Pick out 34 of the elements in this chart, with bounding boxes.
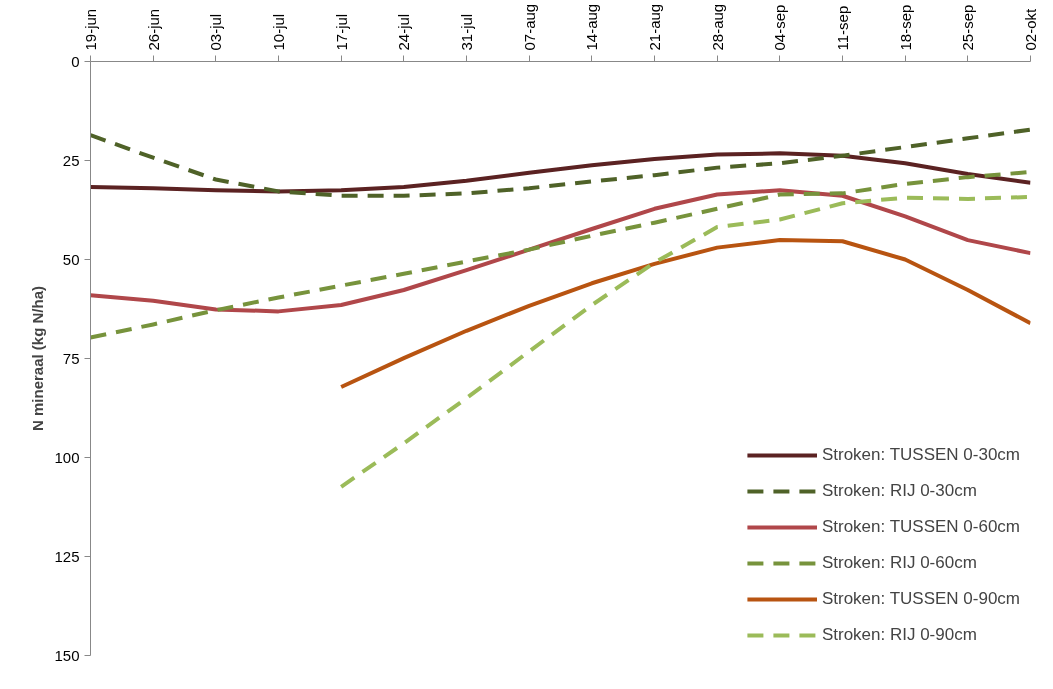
x-tick-label: 11-sep (834, 5, 851, 51)
y-tick-label: 150 (54, 646, 80, 664)
y-tick-label: 125 (54, 547, 80, 565)
x-tick-label: 03-jul (207, 13, 225, 51)
x-tick-label: 17-jul (332, 13, 350, 51)
legend-label: Stroken: RIJ 0-30cm (821, 481, 977, 501)
y-tick-label: 50 (62, 250, 80, 268)
x-tick-label: 26-jun (144, 8, 162, 51)
y-tick-label: 75 (62, 349, 80, 367)
legend-label: Stroken: TUSSEN 0-60cm (821, 517, 1020, 537)
y-tick-label: 0 (71, 52, 80, 70)
y-tick-label: 25 (62, 151, 80, 169)
x-tick-label: 14-aug (583, 3, 601, 51)
line-series (90, 127, 1031, 198)
x-tick-label: 21-aug (646, 3, 663, 51)
x-tick-label: 19-jun (82, 8, 99, 51)
line-series (90, 151, 1031, 194)
x-tick-label: 04-sep (771, 4, 789, 51)
x-tick-label: 24-jul (395, 13, 413, 51)
x-tick-label: 28-aug (708, 3, 726, 51)
legend-label: Stroken: TUSSEN 0-30cm (821, 445, 1020, 465)
legend-label: Stroken: RIJ 0-90cm (821, 625, 977, 645)
x-tick-label: 07-aug (520, 3, 538, 51)
x-tick-label: 10-jul (270, 13, 287, 51)
y-axis-title: N mineraal (kg N/ha) (29, 285, 47, 432)
line-series (90, 188, 1031, 314)
x-tick-label: 31-jul (458, 13, 475, 51)
line-series (339, 238, 1031, 390)
legend-label: Stroken: RIJ 0-60cm (821, 553, 977, 573)
x-tick-label: 18-sep (896, 4, 914, 51)
y-tick-label: 100 (54, 448, 80, 466)
x-tick-label: 25-sep (959, 4, 977, 51)
x-tick-label: 02-okt (1022, 7, 1039, 51)
legend-label: Stroken: TUSSEN 0-90cm (821, 589, 1020, 609)
